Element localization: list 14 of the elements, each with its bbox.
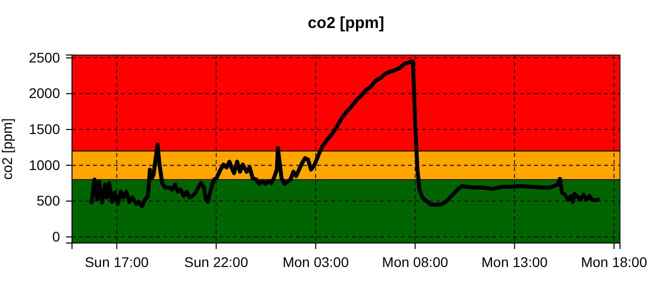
y-tick-label: 1000: [28, 156, 60, 173]
y-tick-label: 2500: [28, 49, 60, 66]
x-tick-label: Mon 13:00: [481, 254, 548, 270]
x-tick-label: Mon 18:00: [580, 254, 648, 270]
x-tick-label: Mon 03:00: [282, 254, 349, 270]
chart-title: co2 [ppm]: [308, 15, 384, 32]
x-tick-label: Sun 17:00: [84, 254, 149, 270]
y-tick-label: 2000: [28, 85, 60, 102]
y-tick-label: 0: [52, 228, 60, 244]
x-tick-label: Mon 08:00: [382, 254, 448, 270]
x-tick-label: Sun 22:00: [184, 254, 248, 270]
y-tick-label: 1500: [28, 120, 60, 137]
y-tick-label: 500: [36, 192, 60, 209]
y-axis-title: co2 [ppm]: [0, 118, 15, 180]
